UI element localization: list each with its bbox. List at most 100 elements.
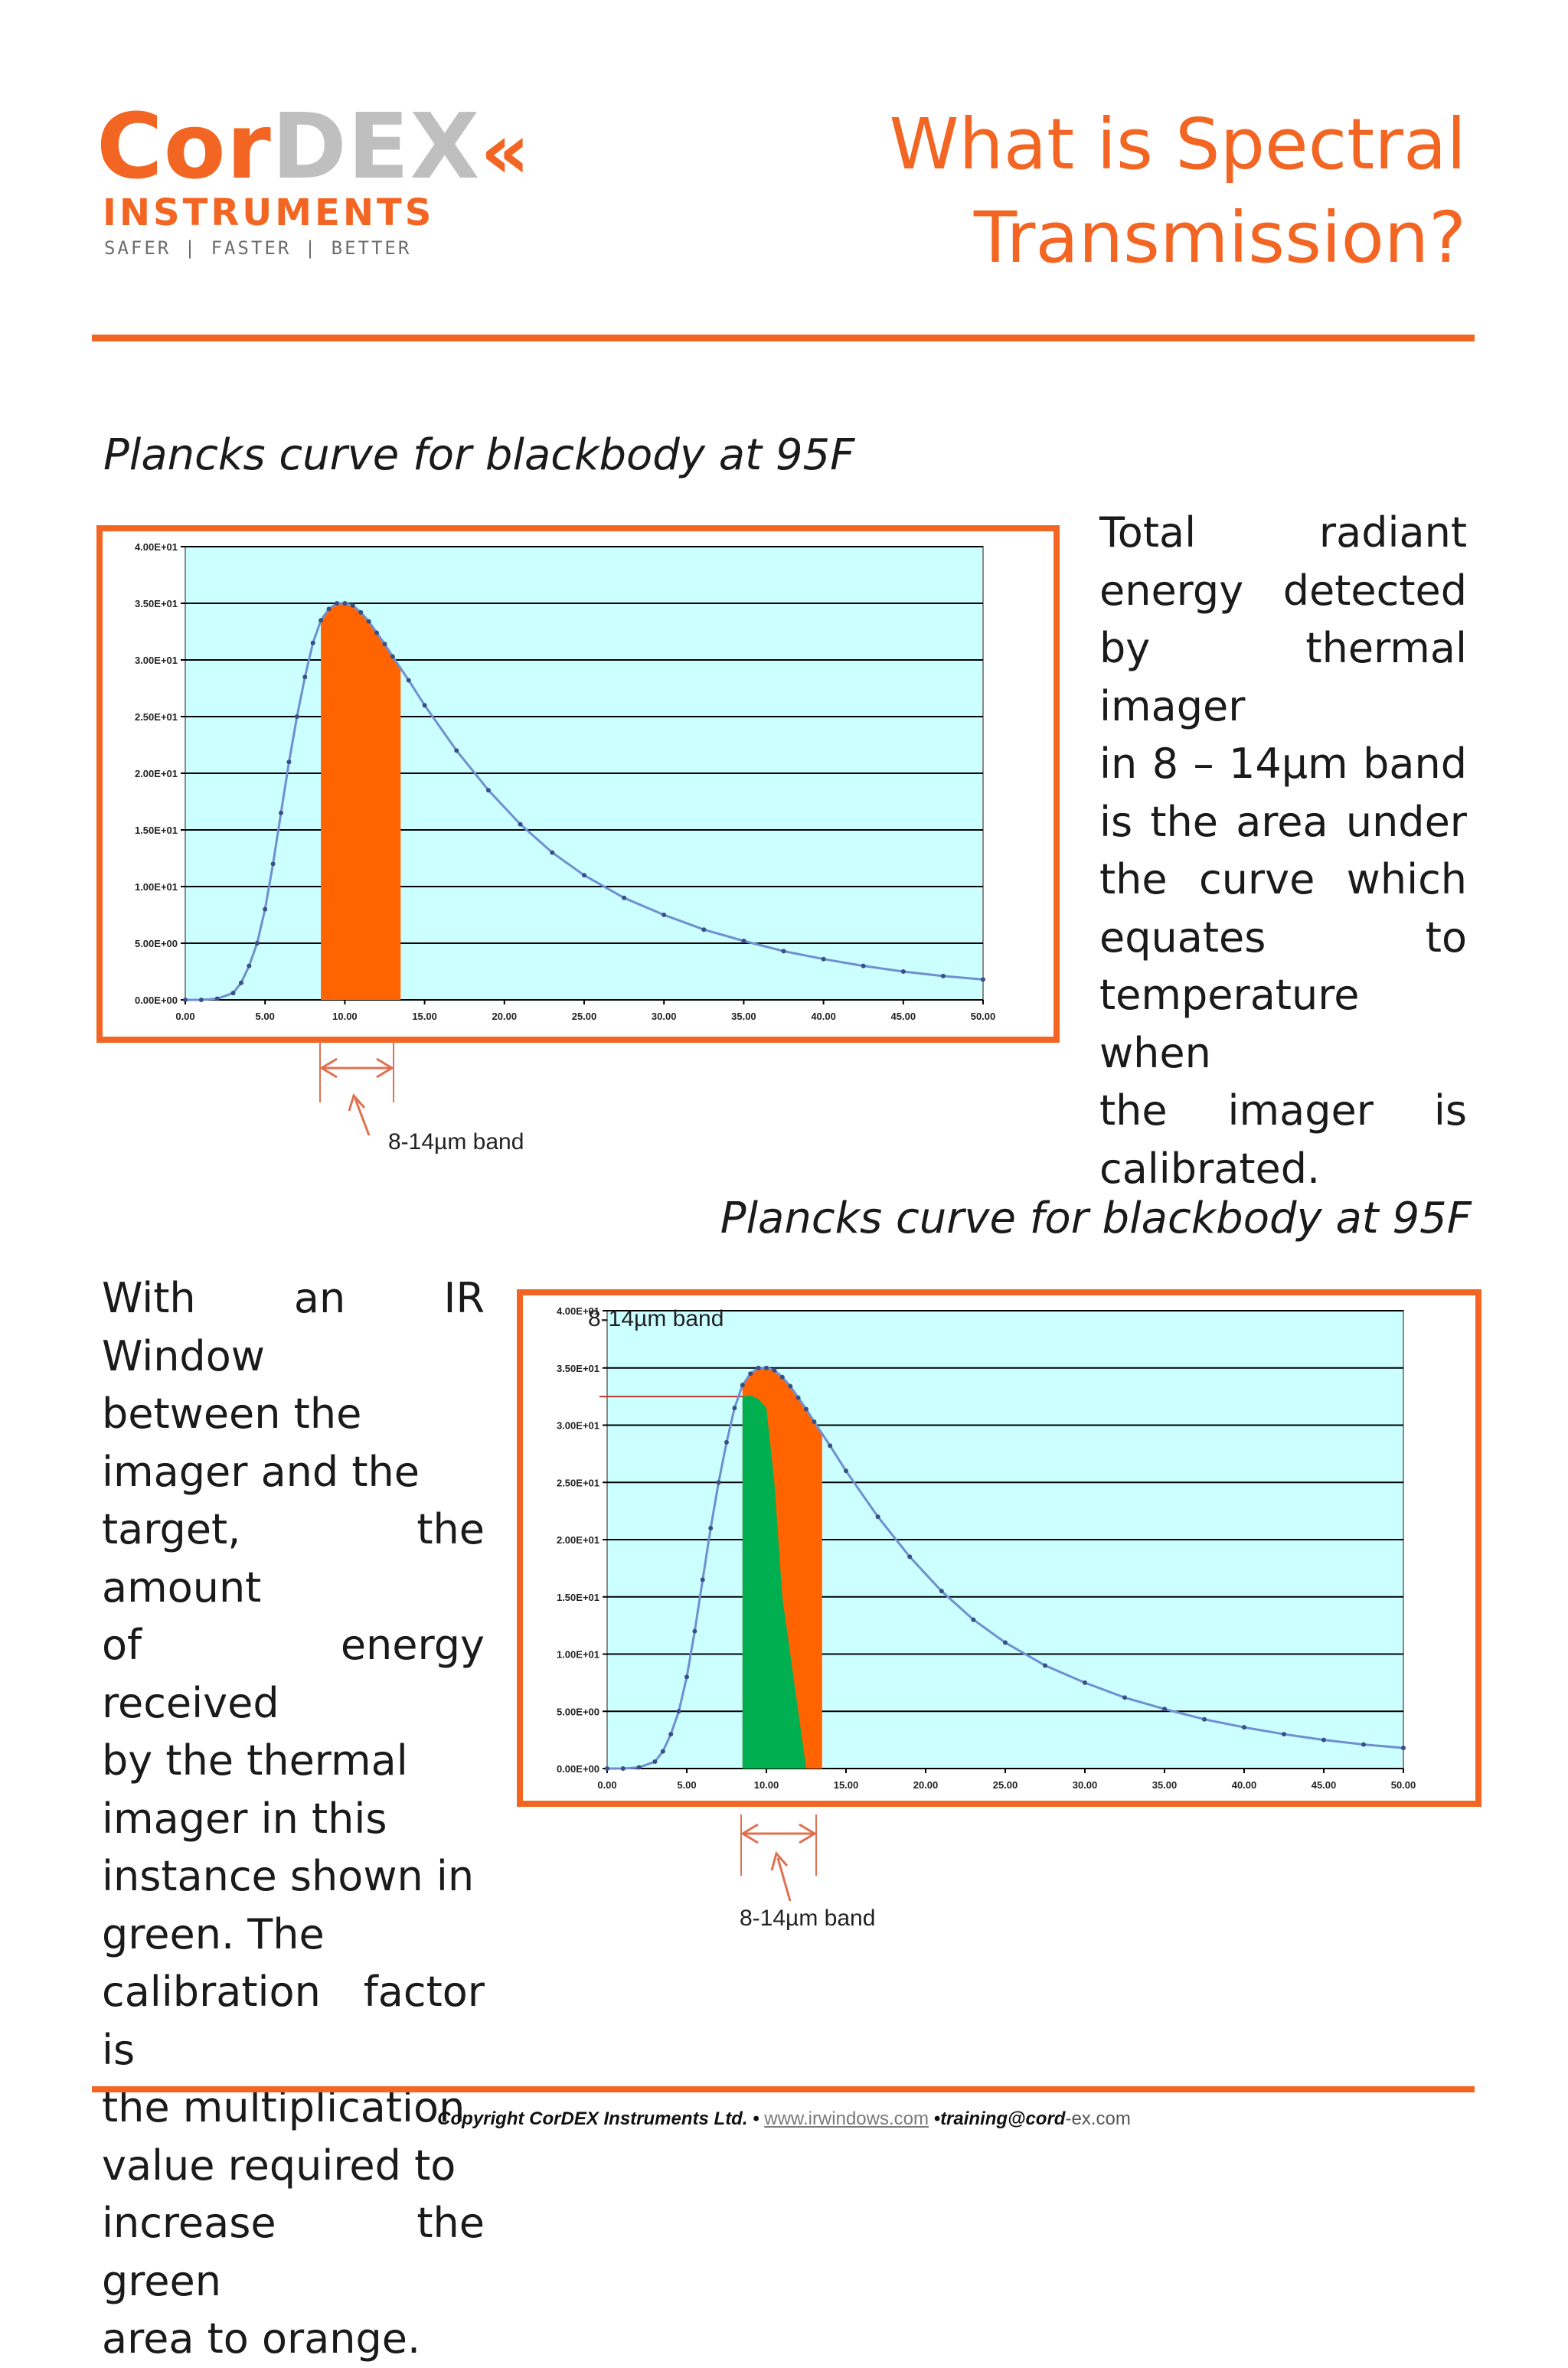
data-point bbox=[660, 1749, 665, 1754]
data-point bbox=[971, 1617, 976, 1622]
paragraph-line: the curve which bbox=[1099, 855, 1467, 903]
paragraph-line: value required to bbox=[102, 2141, 456, 2190]
paragraph-line: imager in this bbox=[102, 1794, 387, 1843]
data-point bbox=[740, 1383, 745, 1388]
data-point bbox=[1043, 1663, 1047, 1668]
data-point bbox=[374, 630, 380, 635]
footer-email-rest[interactable]: -ex.com bbox=[1065, 2108, 1131, 2129]
data-point bbox=[779, 1374, 785, 1380]
data-point bbox=[756, 1365, 761, 1370]
data-point bbox=[684, 1674, 689, 1680]
data-point bbox=[861, 963, 866, 968]
data-point bbox=[795, 1395, 801, 1400]
band-label-top: 8-14µm band bbox=[588, 1306, 724, 1331]
data-point bbox=[620, 1766, 626, 1771]
logo-tagline: SAFER | FASTER | BETTER bbox=[104, 237, 412, 259]
y-tick-label: 2.50E+01 bbox=[135, 711, 178, 723]
data-point bbox=[940, 973, 946, 978]
footer-website-link[interactable]: www.irwindows.com bbox=[764, 2108, 929, 2129]
data-point bbox=[939, 1589, 944, 1594]
data-point bbox=[366, 619, 371, 624]
x-tick-label: 10.00 bbox=[332, 1011, 358, 1022]
x-tick-label: 0.00 bbox=[175, 1011, 194, 1022]
paragraph-line: calibration factor is bbox=[102, 1968, 485, 2074]
logo-instruments: INSTRUMENTS bbox=[103, 191, 435, 234]
data-point bbox=[382, 642, 387, 647]
data-point bbox=[668, 1732, 674, 1737]
band-area bbox=[321, 603, 401, 1000]
y-tick-label: 3.00E+01 bbox=[135, 655, 178, 666]
data-point bbox=[1401, 1746, 1406, 1751]
data-point bbox=[605, 1766, 609, 1771]
section2-paragraph: With an IR Window between the imager and t… bbox=[102, 1269, 485, 2368]
paragraph-line: between the bbox=[102, 1390, 362, 1438]
band-width-marker-2 bbox=[740, 1814, 817, 1902]
y-tick-label: 2.50E+01 bbox=[557, 1477, 599, 1488]
chart-2-frame: 0.00E+00 5.00E+00 1.00E+01 1.50E+01 2.00E+01… bbox=[517, 1289, 1481, 1807]
paragraph-line: instance shown in bbox=[102, 1852, 475, 1900]
data-point bbox=[1282, 1732, 1286, 1737]
data-point bbox=[652, 1759, 658, 1765]
data-point bbox=[741, 939, 746, 944]
data-point bbox=[812, 1419, 817, 1425]
data-point bbox=[1202, 1716, 1207, 1722]
data-point bbox=[230, 991, 236, 996]
band-label-2: 8-14µm band bbox=[740, 1906, 876, 1931]
logo-cor: Cor bbox=[96, 93, 272, 199]
y-tick-label: 5.00E+00 bbox=[135, 938, 178, 949]
y-tick-label: 4.00E+01 bbox=[135, 541, 178, 553]
data-point bbox=[700, 1577, 705, 1582]
data-point bbox=[518, 821, 523, 827]
data-point bbox=[485, 788, 491, 793]
x-tick-label: 25.00 bbox=[993, 1779, 1018, 1791]
data-point bbox=[294, 714, 299, 719]
paragraph-line: area to orange. bbox=[102, 2314, 421, 2363]
data-point bbox=[334, 601, 339, 606]
paragraph-line: calibrated. bbox=[1099, 1144, 1321, 1193]
paragraph-line: temperature when bbox=[1099, 971, 1360, 1077]
y-tick-label: 1.50E+01 bbox=[135, 825, 178, 836]
paragraph-line: equates to bbox=[1099, 913, 1467, 962]
y-tick-label: 5.00E+00 bbox=[557, 1706, 599, 1717]
data-point bbox=[422, 703, 427, 708]
y-tick-label: 3.50E+01 bbox=[135, 598, 178, 609]
data-point bbox=[828, 1443, 833, 1449]
paragraph-line: the imager is bbox=[1099, 1086, 1467, 1135]
data-point bbox=[183, 998, 188, 1002]
paragraph-line: Total radiant bbox=[1099, 508, 1467, 557]
logo-chevrons-icon: « bbox=[480, 106, 531, 196]
logo-dex: DEX bbox=[271, 93, 481, 199]
y-tick-label: 4.00E+01 bbox=[557, 1305, 599, 1317]
y-tick-label: 0.00E+00 bbox=[135, 995, 178, 1006]
data-point bbox=[732, 1406, 737, 1411]
data-point bbox=[708, 1526, 714, 1531]
y-tick-label: 2.00E+01 bbox=[135, 768, 178, 779]
x-tick-label: 45.00 bbox=[1312, 1779, 1337, 1791]
data-point bbox=[270, 861, 276, 867]
x-tick-label: 5.00 bbox=[677, 1779, 696, 1791]
data-point bbox=[821, 956, 826, 962]
data-point bbox=[550, 850, 555, 855]
data-point bbox=[350, 603, 355, 608]
section1-paragraph: Total radiant energy detected by thermal i… bbox=[1099, 504, 1467, 1197]
x-tick-label: 50.00 bbox=[971, 1011, 996, 1022]
data-point bbox=[302, 674, 308, 680]
data-point bbox=[406, 678, 411, 683]
chart-1-frame: 0.00E+00 5.00E+00 1.00E+01 1.50E+01 2.00E+01… bbox=[96, 525, 1060, 1043]
cordex-logo: CorDEX« INSTRUMENTS SAFER | FASTER | BET… bbox=[96, 101, 530, 268]
data-point bbox=[286, 759, 292, 765]
data-point bbox=[907, 1554, 913, 1560]
data-point bbox=[279, 810, 284, 815]
data-point bbox=[764, 1365, 769, 1370]
x-tick-label: 35.00 bbox=[1152, 1779, 1178, 1791]
x-tick-label: 0.00 bbox=[597, 1779, 616, 1791]
x-tick-label: 30.00 bbox=[652, 1011, 677, 1022]
x-tick-label: 5.00 bbox=[256, 1011, 275, 1022]
data-point bbox=[254, 941, 260, 946]
x-tick-label: 20.00 bbox=[913, 1779, 939, 1791]
footer-email-bold[interactable]: training@cord bbox=[940, 2108, 1066, 2129]
y-tick-label: 1.00E+01 bbox=[557, 1649, 599, 1661]
chart-1: 0.00E+00 5.00E+00 1.00E+01 1.50E+01 2.00E+01… bbox=[135, 541, 996, 1022]
data-point bbox=[804, 1406, 808, 1412]
data-point bbox=[582, 873, 586, 878]
